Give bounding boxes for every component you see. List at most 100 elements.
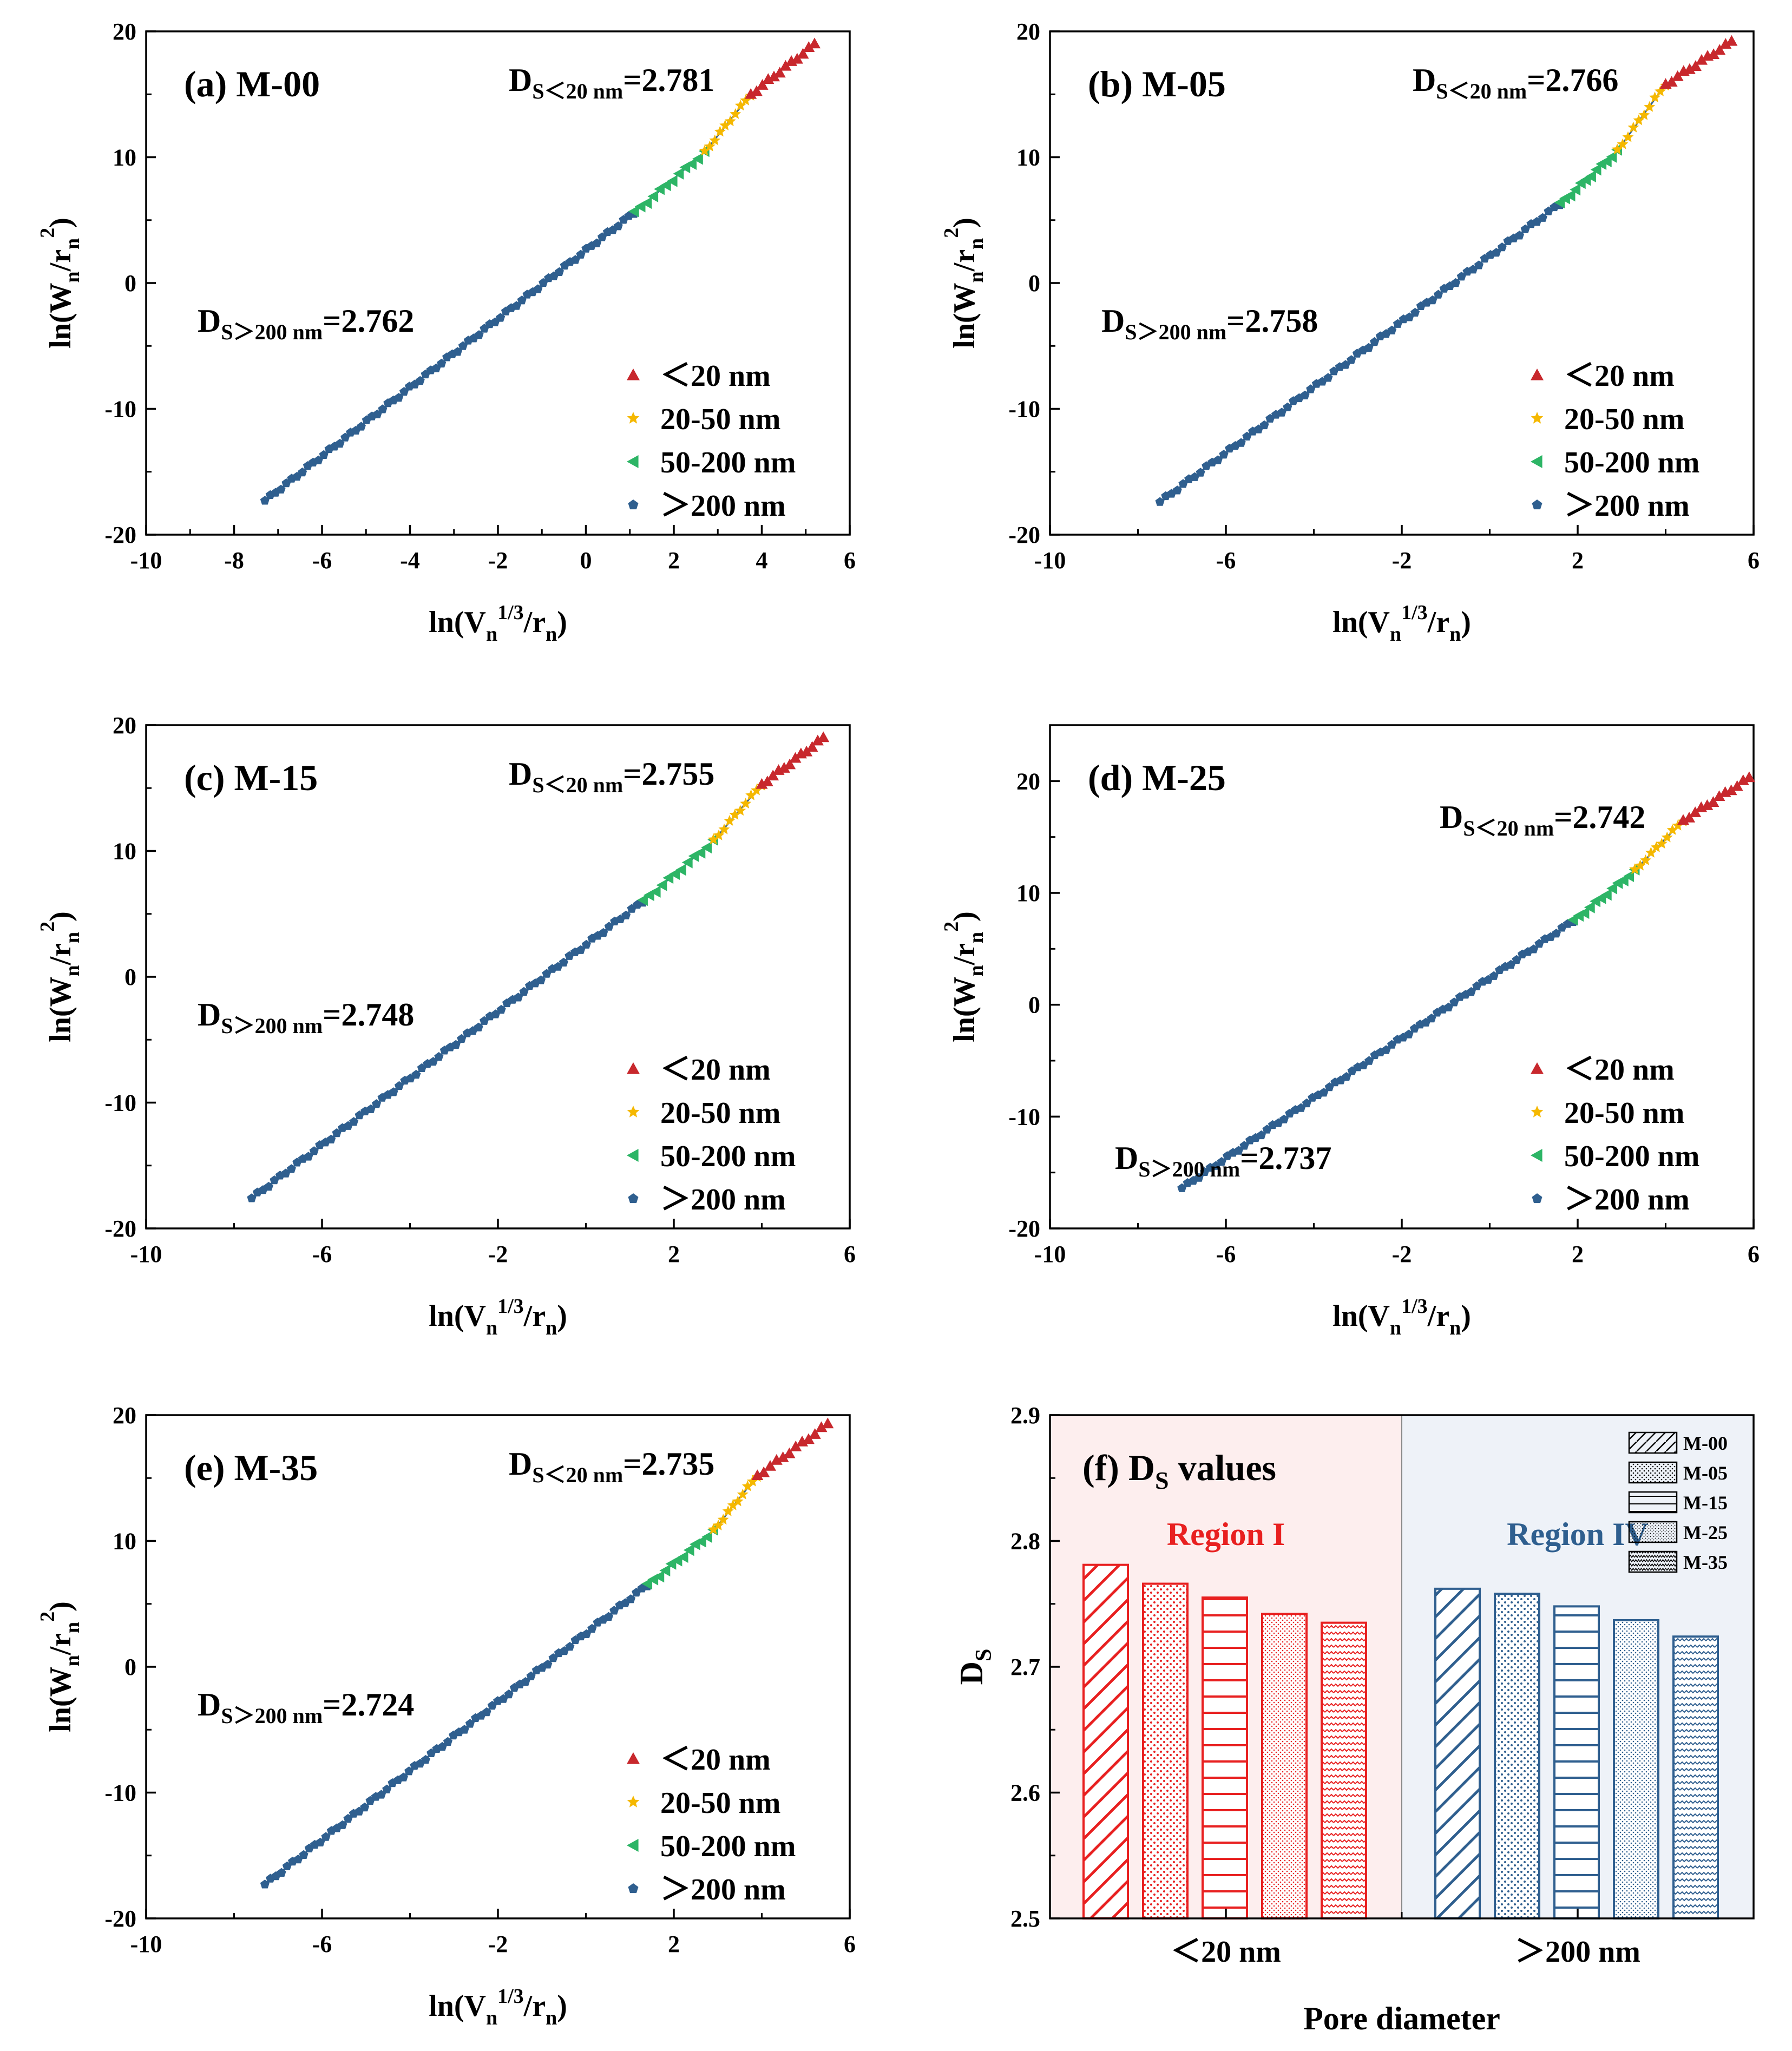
data-point: [1622, 131, 1634, 142]
data-point: [719, 120, 731, 130]
bar-m-15-gt200: [1553, 1605, 1600, 1919]
data-point: [621, 910, 631, 919]
data-point: [734, 100, 746, 111]
series-0: [1155, 200, 1565, 506]
data-point: [356, 422, 366, 431]
x-tick-label: -10: [130, 547, 162, 574]
data-point: [806, 741, 818, 752]
x-tick-label: -8: [224, 547, 244, 574]
legend-label: 50-200 nm: [660, 446, 796, 479]
legend-marker: [627, 455, 639, 468]
x-tick-label: -6: [312, 1241, 332, 1267]
data-point: [1342, 1072, 1351, 1081]
data-point: [1731, 780, 1743, 791]
data-point: [398, 1772, 408, 1782]
y-tick-label: 10: [1016, 144, 1040, 171]
legend-swatch: [1628, 1431, 1678, 1454]
y-tick-label: -10: [1008, 1103, 1040, 1130]
data-point: [604, 1612, 614, 1621]
data-point: [704, 140, 716, 152]
x-tick-label: -2: [488, 1931, 508, 1957]
data-point: [1451, 278, 1461, 287]
data-point: [694, 846, 706, 859]
data-point: [1564, 189, 1576, 202]
legend-label: 20-50 nm: [1564, 1096, 1684, 1130]
data-point: [1319, 1088, 1329, 1097]
data-point: [1196, 468, 1205, 477]
legend: ＜20 nm 20-50 nm 50-200 nm ＞200 nm: [627, 1053, 796, 1217]
x-tick-label: -6: [312, 547, 332, 574]
data-point: [366, 1104, 376, 1113]
data-point: [1364, 343, 1374, 352]
legend-marker: [627, 369, 640, 380]
panel-d: -10 -6 -2 2 6-20-1001020ln(Vn1/3/rn)ln(Wn/rn…: [940, 724, 1760, 1339]
legend-label: M-25: [1683, 1522, 1728, 1543]
data-point: [660, 179, 671, 192]
data-point: [394, 1081, 404, 1090]
data-point: [756, 79, 769, 90]
series-0: [247, 897, 648, 1202]
data-point: [1644, 101, 1656, 112]
data-point: [521, 1677, 530, 1686]
data-point: [360, 1802, 370, 1812]
x-tick-label: -2: [488, 547, 508, 574]
data-point: [304, 1152, 313, 1161]
legend-swatch: [1628, 1461, 1678, 1484]
data-point: [1381, 1045, 1391, 1054]
data-point: [677, 1551, 688, 1563]
data-point: [389, 1087, 398, 1096]
bar-m-15-lt20: [1202, 1596, 1248, 1919]
data-point: [637, 894, 648, 906]
x-tick-label: 4: [756, 547, 768, 574]
data-point: [761, 775, 773, 787]
data-point: [1707, 796, 1719, 807]
data-point: [768, 70, 780, 82]
data-point: [713, 829, 725, 840]
series-0: [260, 1581, 652, 1889]
y-tick-label: 20: [113, 18, 136, 45]
legend-marker: [628, 499, 639, 510]
legend-marker: [1532, 1193, 1542, 1204]
panel-title: (a) M-00: [184, 63, 320, 104]
x-tick-label: 2: [1572, 547, 1584, 574]
data-point: [1364, 1056, 1374, 1065]
data-point: [613, 221, 623, 231]
data-point: [378, 404, 388, 413]
y-tick-label: 20: [113, 1402, 136, 1429]
data-point: [1239, 1141, 1249, 1150]
data-point: [277, 1868, 286, 1877]
data-point: [745, 789, 757, 800]
data-point: [811, 734, 824, 746]
data-point: [1617, 138, 1629, 149]
x-category-label: ＜20 nm: [1171, 1935, 1281, 1969]
y-axis-label: ln(Wn/rn2): [36, 1601, 84, 1732]
data-point: [1370, 337, 1380, 346]
legend-label: M-35: [1683, 1552, 1728, 1573]
data-point: [683, 1544, 694, 1556]
panel-b: -10 -6 -2 2 6-20-1001020ln(Vn1/3/rn)ln(Wn/rn…: [940, 18, 1760, 646]
data-point: [1683, 812, 1696, 823]
legend-label: 50-200 nm: [1564, 1140, 1699, 1173]
data-point: [1585, 170, 1596, 182]
data-point: [1578, 907, 1590, 919]
data-point: [1449, 997, 1459, 1007]
series-2: [699, 90, 757, 156]
data-point: [707, 1523, 719, 1535]
data-point: [701, 1531, 712, 1543]
data-point: [474, 330, 484, 339]
data-point: [1213, 455, 1223, 464]
data-point: [1323, 373, 1333, 382]
data-point: [727, 1499, 739, 1510]
legend-label: 20-50 nm: [660, 1786, 780, 1820]
data-point: [1219, 450, 1229, 459]
x-tick-label: -2: [1392, 1241, 1412, 1267]
legend-swatch: [1628, 1521, 1678, 1543]
data-point: [1701, 799, 1714, 810]
data-point: [1666, 824, 1678, 835]
data-point: [1713, 790, 1725, 801]
y-tick-label: 2.5: [1010, 1905, 1040, 1932]
legend-label: ＜20 nm: [1564, 1053, 1675, 1087]
data-point: [1635, 859, 1646, 871]
data-point: [737, 1488, 749, 1500]
